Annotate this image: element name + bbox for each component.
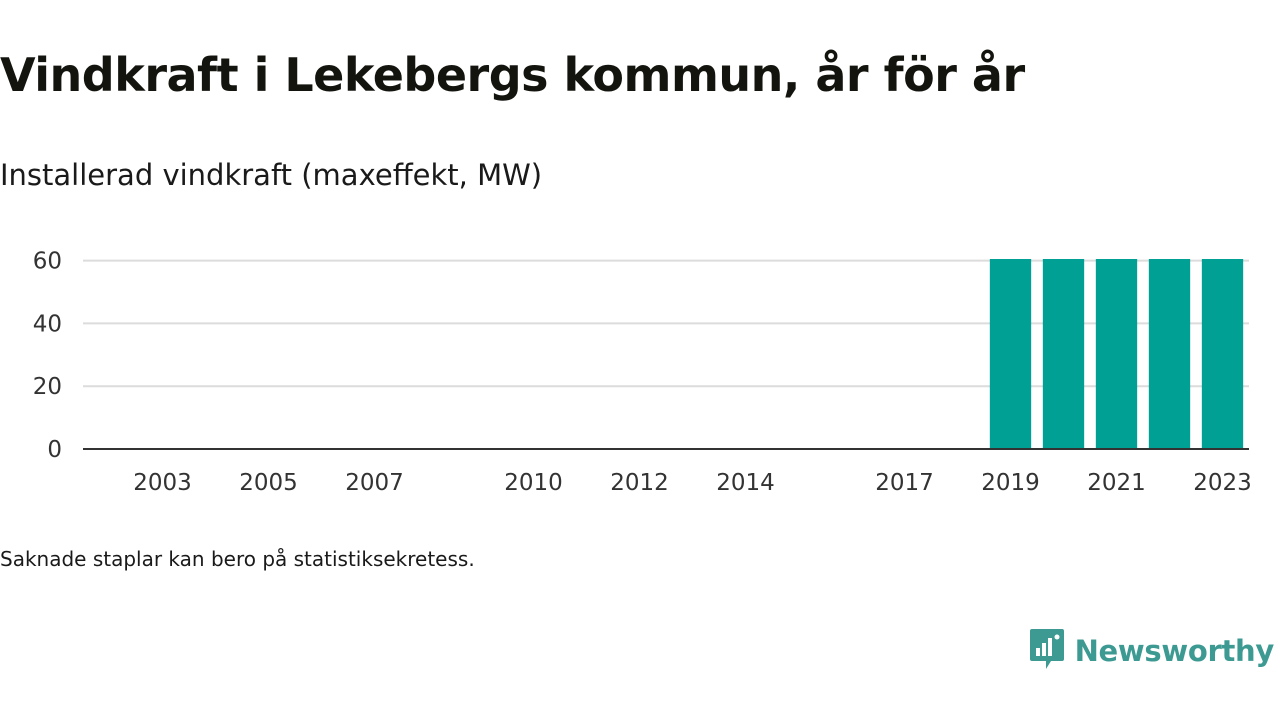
x-tick-label: 2007 (345, 470, 404, 496)
y-tick-label: 60 (33, 249, 62, 275)
footnote: Saknade staplar kan bero på statistiksek… (0, 547, 475, 571)
bar-2019 (989, 259, 1032, 449)
y-tick-label: 40 (33, 311, 62, 337)
x-tick-label: 2003 (133, 470, 192, 496)
bar-2022 (1148, 259, 1191, 449)
y-axis-labels: 0 20 40 60 (33, 249, 62, 463)
brand-logo: Newsworthy (1029, 628, 1274, 674)
newsworthy-logo-icon (1029, 628, 1065, 674)
bar-2023 (1201, 259, 1244, 449)
x-tick-label: 2021 (1087, 470, 1146, 496)
x-tick-label: 2019 (981, 470, 1040, 496)
y-tick-label: 0 (47, 437, 62, 463)
bars (989, 259, 1244, 449)
x-axis-labels: 2003 2005 2007 2010 2012 2014 2017 2019 2021 2023 (133, 470, 1252, 496)
chart-subtitle: Installerad vindkraft (maxeffekt, MW) (0, 158, 543, 192)
x-tick-label: 2012 (610, 470, 669, 496)
x-tick-label: 2010 (504, 470, 563, 496)
x-tick-label: 2017 (875, 470, 934, 496)
bar-2020 (1042, 259, 1085, 449)
bar-chart: 0 20 40 60 2003 2005 2007 2010 2012 2014 2017 2019… (33, 249, 1252, 496)
brand-name: Newsworthy (1074, 634, 1275, 668)
x-tick-label: 2005 (239, 470, 298, 496)
bar-2021 (1095, 259, 1138, 449)
x-tick-label: 2014 (716, 470, 775, 496)
y-tick-label: 20 (33, 374, 62, 400)
chart-title: Vindkraft i Lekebergs kommun, år för år (0, 48, 1025, 102)
x-tick-label: 2023 (1193, 470, 1252, 496)
